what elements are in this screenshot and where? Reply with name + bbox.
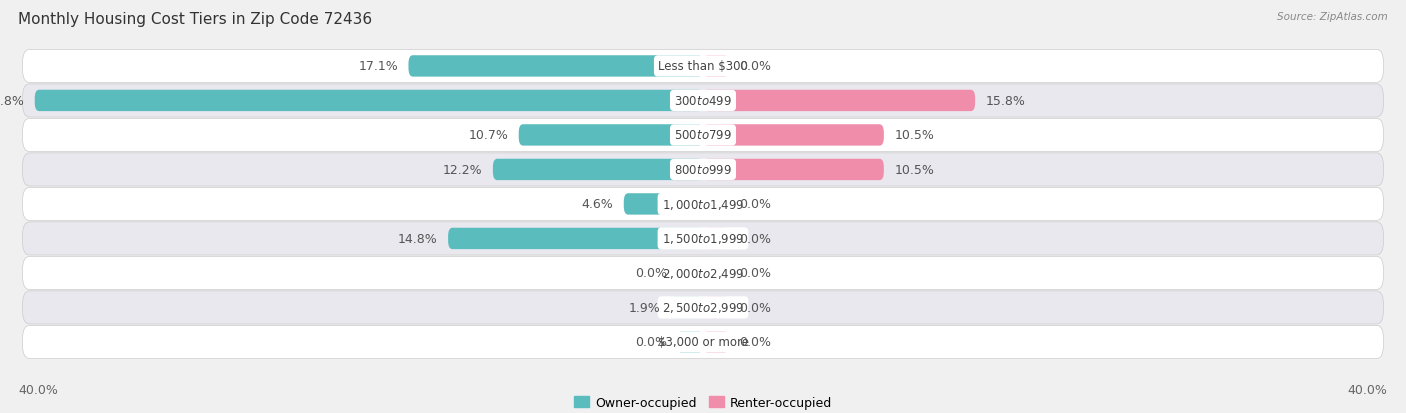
FancyBboxPatch shape <box>22 154 1384 187</box>
FancyBboxPatch shape <box>35 90 703 112</box>
Text: 12.2%: 12.2% <box>443 164 482 176</box>
FancyBboxPatch shape <box>703 90 976 112</box>
FancyBboxPatch shape <box>22 50 1384 83</box>
FancyBboxPatch shape <box>678 331 703 353</box>
Text: $3,000 or more: $3,000 or more <box>658 336 748 349</box>
FancyBboxPatch shape <box>703 263 728 284</box>
Text: 10.5%: 10.5% <box>894 129 934 142</box>
FancyBboxPatch shape <box>703 228 728 249</box>
FancyBboxPatch shape <box>703 56 728 78</box>
FancyBboxPatch shape <box>22 119 1384 152</box>
Text: 14.8%: 14.8% <box>398 233 437 245</box>
Text: 10.5%: 10.5% <box>894 164 934 176</box>
Text: 40.0%: 40.0% <box>18 384 58 396</box>
FancyBboxPatch shape <box>22 325 1384 358</box>
FancyBboxPatch shape <box>22 257 1384 290</box>
Text: 0.0%: 0.0% <box>636 336 666 349</box>
FancyBboxPatch shape <box>22 291 1384 324</box>
Text: $2,500 to $2,999: $2,500 to $2,999 <box>662 301 744 315</box>
Text: 0.0%: 0.0% <box>636 267 666 280</box>
FancyBboxPatch shape <box>22 188 1384 221</box>
Text: $1,500 to $1,999: $1,500 to $1,999 <box>662 232 744 246</box>
FancyBboxPatch shape <box>703 331 728 353</box>
Legend: Owner-occupied, Renter-occupied: Owner-occupied, Renter-occupied <box>574 396 832 409</box>
Text: Source: ZipAtlas.com: Source: ZipAtlas.com <box>1277 12 1388 22</box>
FancyBboxPatch shape <box>671 297 703 318</box>
Text: 40.0%: 40.0% <box>1348 384 1388 396</box>
FancyBboxPatch shape <box>703 297 728 318</box>
FancyBboxPatch shape <box>703 159 884 181</box>
Text: 4.6%: 4.6% <box>582 198 613 211</box>
Text: $1,000 to $1,499: $1,000 to $1,499 <box>662 197 744 211</box>
Text: 10.7%: 10.7% <box>468 129 509 142</box>
Text: 0.0%: 0.0% <box>740 60 770 73</box>
Text: Monthly Housing Cost Tiers in Zip Code 72436: Monthly Housing Cost Tiers in Zip Code 7… <box>18 12 373 27</box>
Text: 38.8%: 38.8% <box>0 95 24 108</box>
FancyBboxPatch shape <box>449 228 703 249</box>
Text: 0.0%: 0.0% <box>740 336 770 349</box>
Text: 17.1%: 17.1% <box>359 60 398 73</box>
FancyBboxPatch shape <box>703 125 884 146</box>
Text: 1.9%: 1.9% <box>628 301 659 314</box>
Text: $800 to $999: $800 to $999 <box>673 164 733 176</box>
Text: Less than $300: Less than $300 <box>658 60 748 73</box>
FancyBboxPatch shape <box>494 159 703 181</box>
FancyBboxPatch shape <box>519 125 703 146</box>
Text: $500 to $799: $500 to $799 <box>673 129 733 142</box>
Text: 15.8%: 15.8% <box>986 95 1025 108</box>
FancyBboxPatch shape <box>22 85 1384 118</box>
FancyBboxPatch shape <box>678 263 703 284</box>
FancyBboxPatch shape <box>409 56 703 78</box>
FancyBboxPatch shape <box>703 194 728 215</box>
Text: $2,000 to $2,499: $2,000 to $2,499 <box>662 266 744 280</box>
Text: $300 to $499: $300 to $499 <box>673 95 733 108</box>
Text: 0.0%: 0.0% <box>740 301 770 314</box>
Text: 0.0%: 0.0% <box>740 198 770 211</box>
Text: 0.0%: 0.0% <box>740 267 770 280</box>
FancyBboxPatch shape <box>22 222 1384 255</box>
FancyBboxPatch shape <box>624 194 703 215</box>
Text: 0.0%: 0.0% <box>740 233 770 245</box>
